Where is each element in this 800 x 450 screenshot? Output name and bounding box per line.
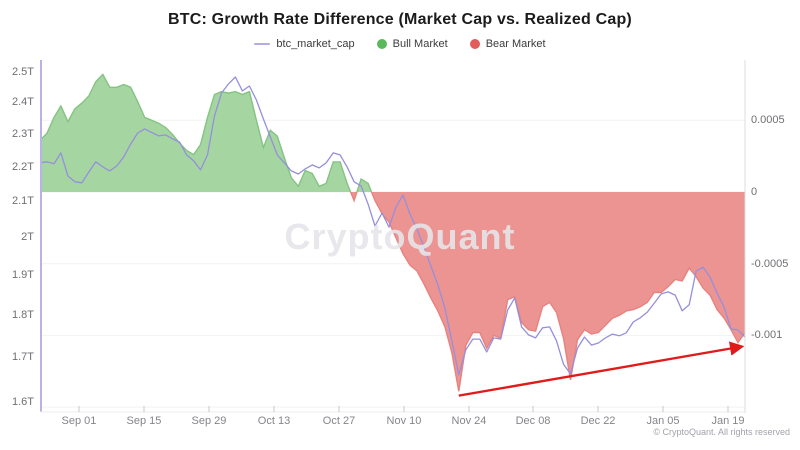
x-axis-label: Sep 29 [191, 415, 227, 427]
legend-item-btc-market-cap[interactable]: btc_market_cap [254, 38, 355, 50]
y-axis-left-label: 1.9T [11, 268, 34, 281]
x-axis-label: Sep 15 [126, 415, 162, 427]
legend-label: Bear Market [485, 38, 546, 50]
bull-market-area [40, 74, 745, 192]
x-axis-label: Oct 13 [257, 415, 291, 427]
attribution: © CryptoQuant. All rights reserved [653, 427, 790, 437]
legend-item-bear-market[interactable]: Bear Market [469, 38, 546, 50]
legend-label: Bull Market [392, 38, 448, 50]
y-axis-left-label: 2T [21, 231, 34, 243]
trend-arrow [458, 341, 745, 397]
chart-title: BTC: Growth Rate Difference (Market Cap … [168, 11, 632, 28]
x-axis-label: Jan 19 [711, 415, 745, 427]
y-axis-right-label: 0 [751, 186, 758, 198]
y-axis-left-label: 2.3T [11, 127, 34, 140]
y-axis-right-label: 0.0005 [751, 114, 785, 127]
y-axis-left-label: 1.8T [11, 308, 34, 321]
y-axis-right-label: -0.001 [751, 329, 783, 342]
legend-item-bull-market[interactable]: Bull Market [376, 38, 448, 50]
x-axis-label: Oct 27 [322, 415, 356, 427]
x-axis-label: Dec 22 [580, 415, 616, 427]
bear-market-area [40, 192, 745, 392]
y-axis-left-label: 1.7T [11, 351, 34, 364]
bear-dot-icon [469, 39, 480, 49]
y-axis-left-label: 2.2T [11, 160, 34, 173]
bear-market-edge [349, 192, 745, 392]
x-axis-label: Dec 08 [515, 415, 551, 427]
x-axis-label: Jan 05 [646, 415, 680, 427]
legend: btc_market_cap Bull Market Bear Market [0, 38, 800, 50]
line-swatch-icon [254, 43, 271, 45]
y-axis-right-label: -0.0005 [751, 257, 789, 270]
btc-market-cap-line [39, 76, 746, 376]
y-axis-left-label: 2.5T [11, 66, 34, 78]
y-axis-left-label: 2.4T [11, 96, 34, 109]
y-axis-left-label: 2.1T [11, 194, 34, 207]
bull-dot-icon [376, 39, 387, 49]
x-axis-label: Nov 24 [451, 415, 487, 427]
x-axis-label: Sep 01 [61, 415, 97, 427]
bull-market-edge [40, 73, 373, 192]
y-axis-left-label: 1.6T [11, 396, 34, 409]
x-axis-label: Nov 10 [386, 415, 422, 427]
legend-label: btc_market_cap [276, 38, 355, 50]
